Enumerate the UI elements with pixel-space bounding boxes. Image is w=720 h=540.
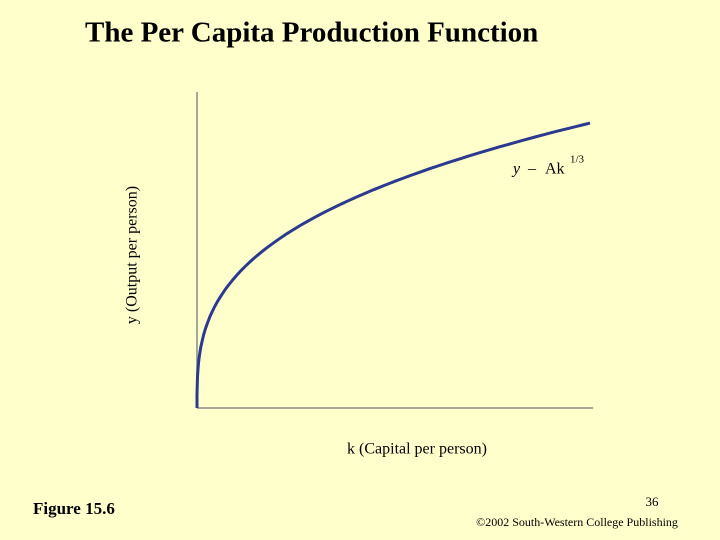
x-axis-label: k (Capital per person) — [347, 441, 487, 458]
y-axis-label: y (Output per person) — [124, 186, 141, 324]
equation-rhs: Ak — [545, 161, 565, 178]
equation-lhs: y — [511, 161, 521, 178]
equation-sign: – — [527, 161, 537, 178]
figure-label: Figure 15.6 — [33, 499, 115, 518]
equation-exponent: 1/3 — [570, 154, 585, 166]
page-number: 36 — [646, 494, 660, 509]
copyright: ©2002 South-Western College Publishing — [476, 515, 678, 529]
production-curve — [195, 121, 591, 408]
title: The Per Capita Production Function — [85, 17, 538, 49]
